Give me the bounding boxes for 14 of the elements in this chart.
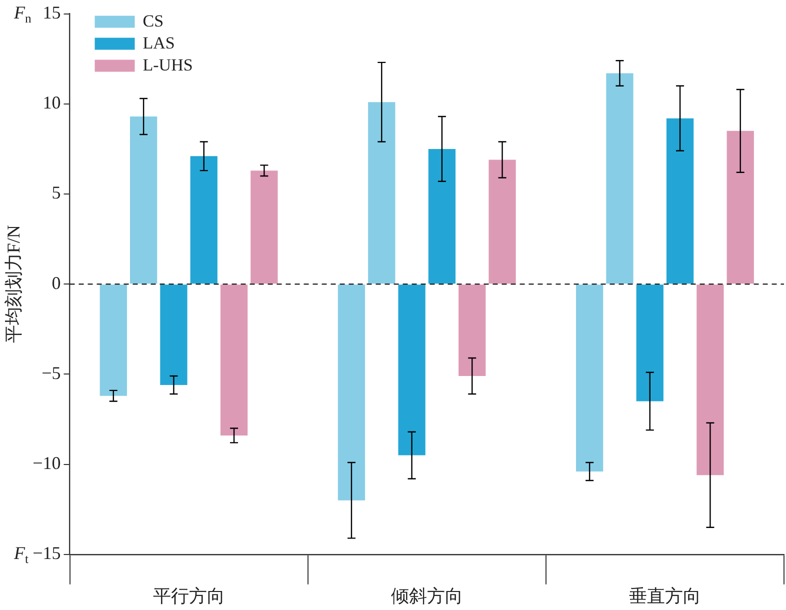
legend-label: LAS [142,33,175,52]
legend-label: L-UHS [142,55,193,74]
y-tick-label: −5 [42,362,61,383]
x-tick-label: 倾斜方向 [390,586,463,606]
x-tick-label: 平行方向 [152,586,225,606]
legend-label: CS [142,11,164,30]
y-tick-label: 10 [42,92,61,113]
y-tick-label: 15 [42,2,61,23]
y-tick-label: −10 [32,453,61,474]
y-tick-label: −15 [32,543,61,564]
y-axis-title: 平均刻划力F/N [4,225,24,344]
y-tick-label: 0 [52,272,61,293]
y-tick-label: 5 [52,182,61,203]
x-tick-label: 垂直方向 [628,586,701,606]
